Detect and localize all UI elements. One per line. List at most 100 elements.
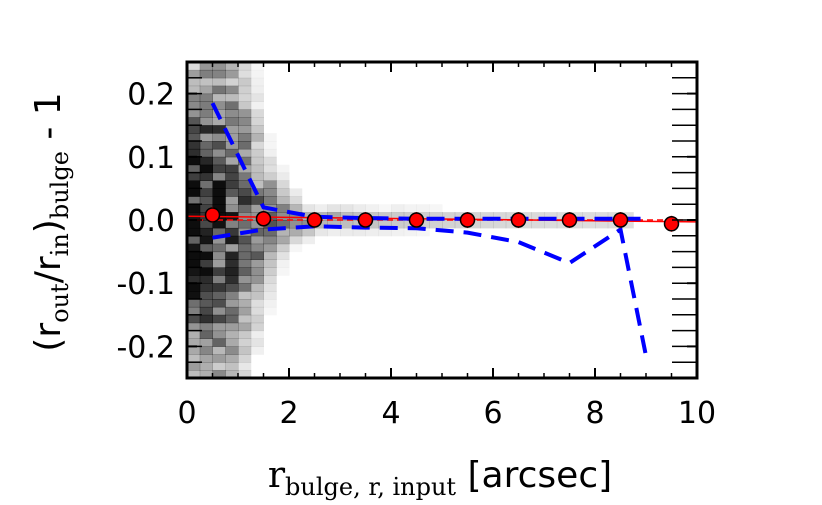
density-cell [250,93,264,102]
density-cell [289,244,302,252]
density-cell [187,314,201,324]
median-point [612,212,629,228]
density-cell [276,196,290,205]
x-tick-labels: 0 2 4 6 8 10 [177,396,716,431]
density-cell [263,251,277,260]
density-cell [212,354,226,363]
density-cell [250,346,264,355]
density-cell [212,164,226,174]
density-cell [250,267,264,276]
density-cell [212,362,226,371]
x-axis-label: rbulge, r, input [arcsec] [268,455,612,501]
density-cell [187,196,201,205]
density-cell [238,338,252,347]
density-cell [250,330,264,339]
density-cell [250,291,264,300]
density-cell [250,164,264,174]
y-tick-label: 0.1 [127,141,175,176]
density-cell [238,117,252,126]
density-cell [238,354,252,363]
density-cell [225,93,239,102]
density-cell [199,338,213,347]
median-point [663,216,680,232]
density-cell [429,212,443,221]
density-cell [187,235,201,245]
density-cell [187,370,201,379]
density-cell [416,220,430,229]
density-cell [352,204,366,213]
density-cell [544,212,558,221]
density-cell [416,204,430,213]
density-cell [187,251,201,260]
density-cell [199,291,213,300]
density-cell [212,172,226,181]
density-cell [301,227,315,237]
density-cell [199,62,213,71]
density-cell [263,299,277,308]
density-cell [199,314,213,324]
density-cell [289,212,303,221]
density-cell [225,101,239,110]
density-cell [378,212,392,221]
density-cell [238,62,252,71]
density-cell [199,243,213,253]
density-cell [250,77,264,87]
density-cell [225,251,239,260]
density-cell [187,156,201,166]
density-cell [250,196,264,205]
density-cell [199,85,213,95]
density-cell [187,62,201,71]
density-cell [225,77,239,87]
density-cell [276,243,290,253]
density-cell [199,322,213,332]
density-cell [276,259,290,268]
density-cell [250,133,264,142]
density-cell [250,117,264,126]
density-cell [225,196,239,205]
density-cell [225,164,239,174]
density-cell [263,133,277,142]
density-cell [263,196,277,205]
density-cell [225,322,239,332]
density-cell [199,93,213,102]
density-cell [212,267,226,276]
median-point [357,212,374,228]
density-cell [199,117,213,126]
density-cell [187,283,201,292]
density-cell [238,172,252,181]
density-cell [187,93,201,102]
x-tick-label: 6 [483,396,502,431]
density-cell [276,267,289,275]
density-cell [442,212,456,221]
density-cell [263,235,277,245]
density-cell [199,251,213,260]
density-cell [238,362,252,371]
y-tick-label: -0.2 [116,330,175,365]
density-cell [250,322,264,332]
density-cell [212,156,226,166]
x-tick-label: 10 [678,396,716,431]
density-cell [263,164,277,174]
median-point [408,212,425,228]
density-cell [238,77,252,87]
density-cell [187,267,201,276]
density-cell [212,69,226,79]
density-cell [250,101,264,110]
density-cell [263,267,277,276]
density-cell [225,299,239,308]
density-cell [199,299,213,308]
density-cell [212,227,226,237]
density-cell [199,275,213,284]
density-cell [391,227,405,237]
density-cell [250,243,264,253]
density-cell [212,133,226,142]
density-cell [187,330,201,339]
density-cell [187,291,201,300]
density-cell [250,299,264,308]
density-cell [187,117,201,126]
density-cell [327,212,341,221]
density-cell [340,227,354,237]
density-cell [212,77,226,87]
density-cell [187,338,201,347]
density-cell [225,354,239,363]
